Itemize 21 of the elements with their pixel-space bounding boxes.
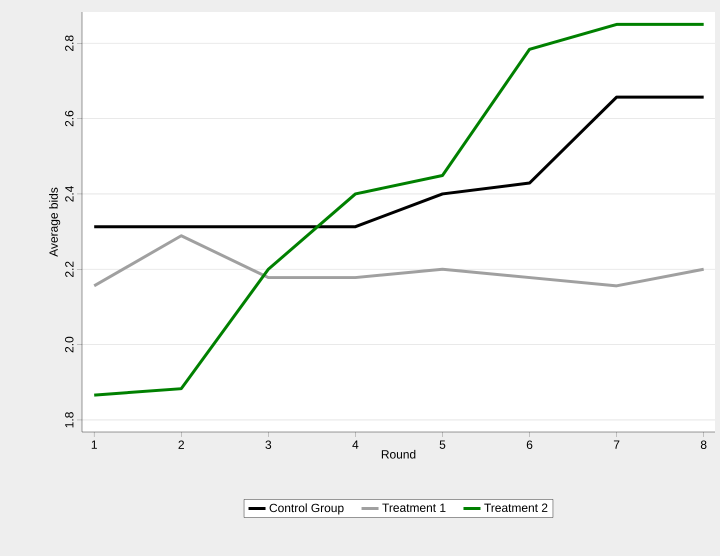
y-tick-label: 2.0 <box>65 336 74 352</box>
y-tick-label: 2.2 <box>65 262 74 277</box>
x-tick-label: 3 <box>265 440 272 449</box>
legend-label: Treatment 2 <box>484 504 548 512</box>
y-tick-label: 2.8 <box>65 35 74 51</box>
x-axis-title: Round <box>382 450 416 459</box>
line-series <box>92 22 706 397</box>
y-tick-label: 2.4 <box>65 186 74 202</box>
x-tick-label: 4 <box>352 440 358 449</box>
y-axis-title: Average bids <box>49 188 60 257</box>
line-series <box>92 234 706 288</box>
legend-label: Treatment 1 <box>382 504 446 512</box>
y-tick-label: 2.6 <box>65 110 74 126</box>
legend-label: Control Group <box>270 503 344 515</box>
x-tick-label: 8 <box>700 440 706 449</box>
x-tick-label: 2 <box>178 440 184 449</box>
x-tick-label: 5 <box>440 440 446 449</box>
x-tick-label: 7 <box>614 440 620 449</box>
x-tick-label: 1 <box>92 440 97 449</box>
y-tick-label: 1.8 <box>65 412 74 428</box>
x-tick-label: 6 <box>526 440 532 449</box>
